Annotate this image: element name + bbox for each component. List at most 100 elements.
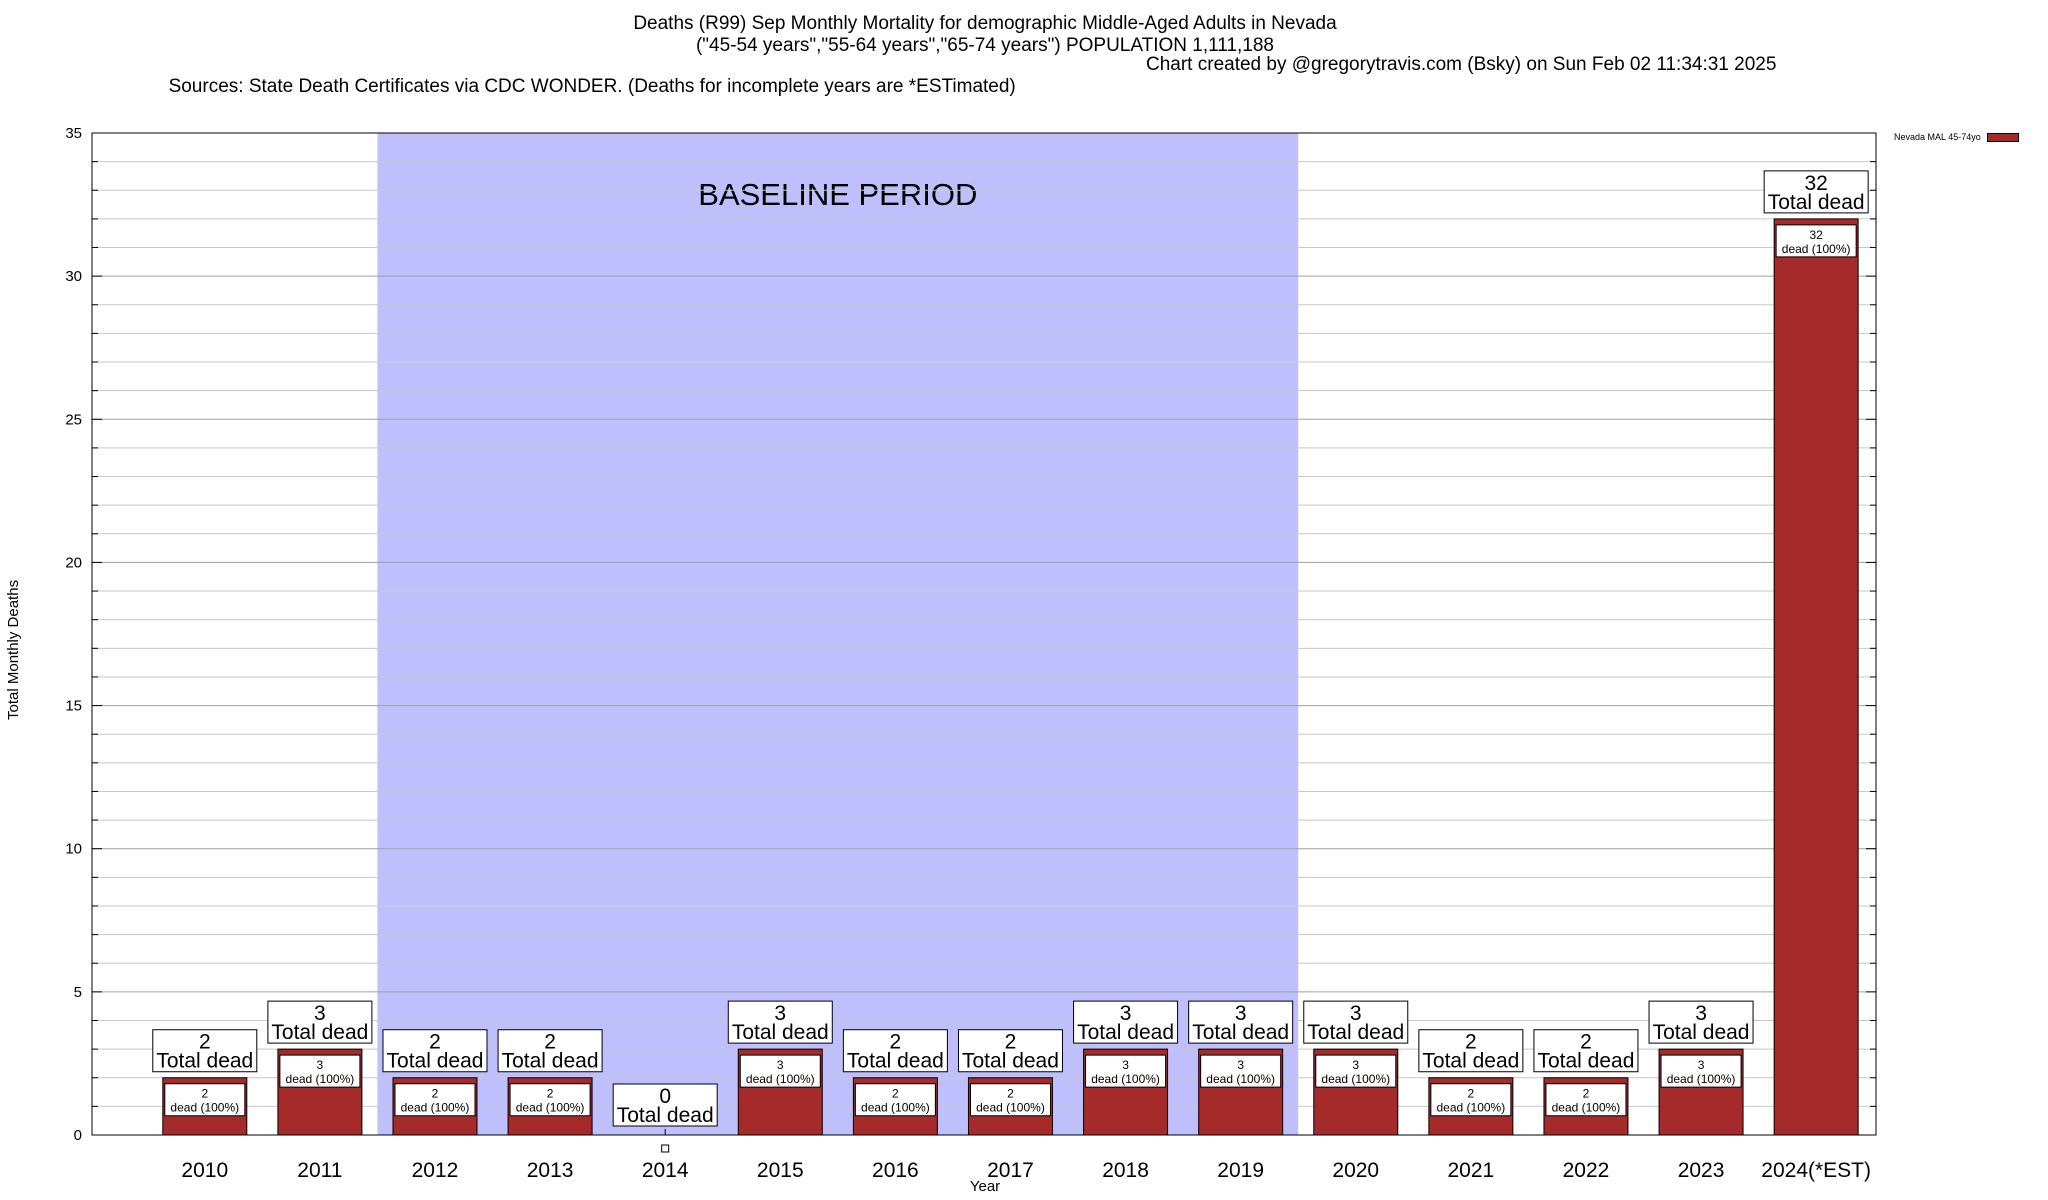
bar-inner-label: dead (100%) [1091, 1072, 1160, 1086]
bar-inner-label: dead (100%) [1437, 1101, 1506, 1115]
bar-inner-label: dead (100%) [861, 1101, 930, 1115]
x-tick-label: 2018 [1102, 1159, 1149, 1182]
bar-total-box [1073, 1000, 1179, 1044]
bar-total-box [1533, 1029, 1639, 1073]
baseline-period-label: BASELINE PERIOD [698, 177, 977, 212]
bar-total-value: 2 [429, 1031, 441, 1054]
bar-inner-value: 2 [201, 1087, 208, 1101]
y-tick-label: 5 [74, 984, 82, 1001]
chart-subtitle: ("45-54 years","55-64 years","65-74 year… [695, 35, 1274, 56]
chart-title: Deaths (R99) Sep Monthly Mortality for d… [633, 13, 1337, 34]
bar-inner-label-box [1315, 1054, 1397, 1088]
y-axis-label: Total Monthly Deaths [5, 579, 22, 720]
bar-inner-value: 3 [1352, 1058, 1359, 1072]
bar-total-value: 3 [1120, 1002, 1132, 1025]
bar-total-value: 2 [1580, 1031, 1592, 1054]
bar-total-value: 3 [1235, 1002, 1247, 1025]
bar-total-box [267, 1000, 373, 1044]
bar-total-value: 32 [1804, 172, 1827, 195]
bar-inner-label-box [1200, 1054, 1282, 1088]
bar-total-value: 3 [1350, 1002, 1362, 1025]
x-tick-label: 2014 [642, 1159, 689, 1182]
legend-swatch [1986, 132, 2019, 142]
bar-total-box [727, 1000, 833, 1044]
bar-inner-value: 3 [1122, 1058, 1129, 1072]
bar-inner-value: 3 [1698, 1058, 1705, 1072]
bar-inner-label-box [164, 1083, 246, 1117]
baseline-period-shade [377, 133, 1299, 1135]
bar-total-box [1763, 170, 1869, 214]
bar-total-label: Total dead [271, 1021, 368, 1044]
x-axis-label: Year [969, 1178, 1001, 1195]
bar-inner-value: 2 [1007, 1087, 1014, 1101]
bar-total-label: Total dead [1192, 1021, 1289, 1044]
bar-total-value: 3 [314, 1002, 326, 1025]
bar-inner-label: dead (100%) [746, 1072, 815, 1086]
bar-total-value: 2 [199, 1031, 211, 1054]
bar-inner-label-box [1430, 1083, 1512, 1117]
bar-total-label: Total dead [156, 1050, 253, 1073]
x-tick-label: 2010 [181, 1159, 228, 1182]
bar-inner-label-box [394, 1083, 476, 1117]
bar-inner-label: dead (100%) [1552, 1101, 1621, 1115]
bar-inner-label-box [969, 1083, 1051, 1117]
bar-total-box [1648, 1000, 1754, 1044]
bar-inner-label: dead (100%) [1321, 1072, 1390, 1086]
bar-total-value: 3 [774, 1002, 786, 1025]
bar-inner-value: 3 [777, 1058, 784, 1072]
bar-inner-label: dead (100%) [1782, 242, 1851, 256]
bar-total-label: Total dead [1653, 1021, 1750, 1044]
bar-total-label: Total dead [1422, 1050, 1519, 1073]
y-tick-label: 35 [65, 125, 82, 142]
y-tick-label: 10 [65, 841, 82, 858]
bar-inner-value: 2 [432, 1087, 439, 1101]
bar-total-label: Total dead [847, 1050, 944, 1073]
x-tick-label: 2013 [527, 1159, 574, 1182]
bar-total-value: 2 [544, 1031, 556, 1054]
y-tick-label: 0 [74, 1127, 82, 1144]
bar-total-box [152, 1029, 258, 1073]
sources-text: Sources: State Death Certificates via CD… [168, 76, 1016, 97]
x-tick-label: 2012 [412, 1159, 459, 1182]
bar-total-box [497, 1029, 603, 1073]
bar-inner-label-box [854, 1083, 936, 1117]
x-tick-label: 2011 [297, 1159, 342, 1182]
y-tick-label: 25 [65, 411, 82, 428]
bar-total-value: 0 [659, 1085, 671, 1108]
chart-sources: Sources: State Death Certificates via CD… [158, 54, 1016, 98]
x-tick-label: 2016 [872, 1159, 919, 1182]
legend-label: Nevada MAL 45-74yo [1894, 132, 1981, 142]
bar-total-value: 2 [1005, 1031, 1017, 1054]
bar-inner-label: dead (100%) [286, 1072, 355, 1086]
bar-inner-value: 2 [1583, 1087, 1590, 1101]
bar-inner-value: 3 [317, 1058, 324, 1072]
bar-total-box [382, 1029, 488, 1073]
bar-inner-label: dead (100%) [976, 1101, 1045, 1115]
bar-total-label: Total dead [1768, 191, 1865, 214]
bar-total-label: Total dead [617, 1104, 714, 1127]
legend: Nevada MAL 45-74yo [1894, 132, 2019, 142]
bar-total-label: Total dead [732, 1021, 829, 1044]
bar-total-value: 3 [1695, 1002, 1707, 1025]
bar-total-label: Total dead [387, 1050, 484, 1073]
x-tick-label: 2017 [987, 1159, 1034, 1182]
bar-inner-label-box [1085, 1054, 1167, 1088]
bar-total-box [1188, 1000, 1294, 1044]
bar-inner-label: dead (100%) [401, 1101, 470, 1115]
bar-inner-label-box [739, 1054, 821, 1088]
x-tick-label: 2019 [1217, 1159, 1264, 1182]
chart-credit: Chart created by @gregorytravis.com (Bsk… [1146, 54, 1777, 75]
bar-total-box [957, 1029, 1063, 1073]
bar-inner-label-box [279, 1054, 361, 1088]
x-tick-label: 2022 [1563, 1159, 1610, 1182]
bar-inner-label: dead (100%) [170, 1101, 239, 1115]
bar-inner-value: 2 [547, 1087, 554, 1101]
x-tick-label: 2021 [1448, 1159, 1495, 1182]
bar-total-box [1418, 1029, 1524, 1073]
bar-total-value: 2 [890, 1031, 902, 1054]
y-tick-label: 30 [65, 268, 82, 285]
bar-inner-label-box [1775, 224, 1857, 258]
y-tick-label: 15 [65, 698, 82, 715]
bar-inner-label-box [1660, 1054, 1742, 1088]
